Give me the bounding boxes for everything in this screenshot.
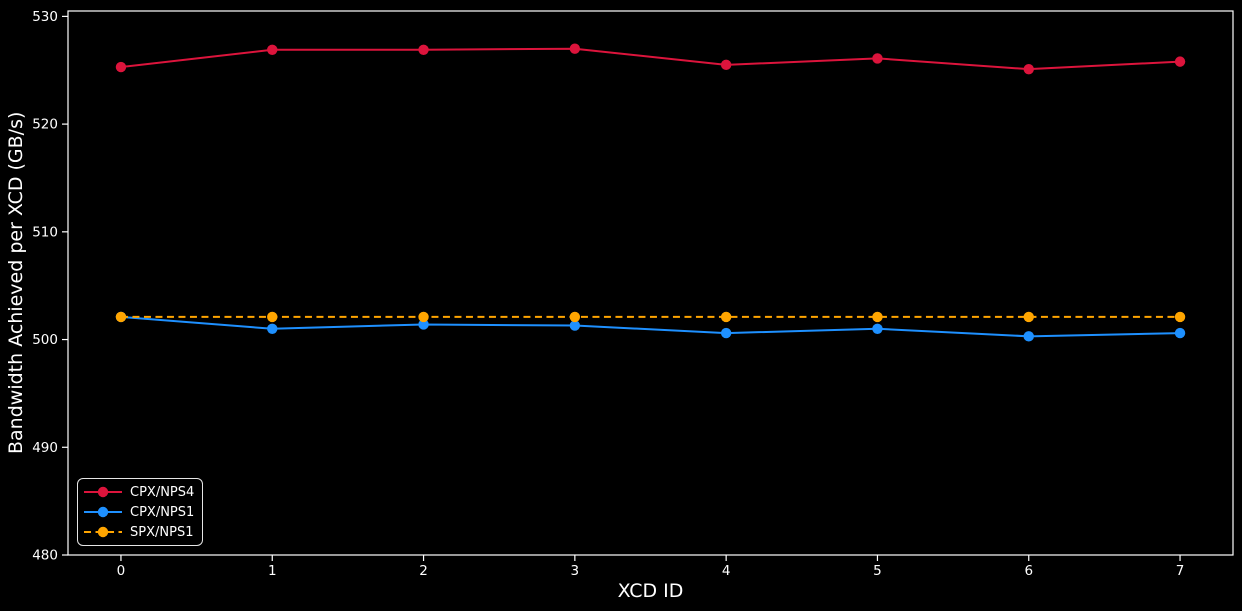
series-line-cpx-nps4 — [120, 47, 1181, 71]
legend-item: SPX/NPS1 — [82, 522, 196, 542]
data-point — [569, 320, 581, 331]
legend-item: CPX/NPS1 — [82, 502, 196, 522]
data-point — [418, 311, 429, 323]
x-tick-label: 4 — [722, 563, 731, 579]
legend-item-label: CPX/NPS4 — [130, 484, 195, 500]
y-tick-label: 480 — [32, 548, 58, 564]
data-point — [267, 311, 278, 323]
data-point — [720, 59, 732, 71]
x-tick-label: 1 — [268, 563, 277, 579]
legend-swatch — [84, 486, 122, 498]
legend-item: CPX/NPS4 — [82, 482, 196, 502]
plot-box — [67, 10, 1234, 556]
data-point — [115, 61, 127, 73]
legend: CPX/NPS4 CPX/NPS1 SPX/NPS1 — [77, 478, 203, 546]
x-tick-label: 3 — [571, 563, 580, 579]
y-tick-label: 520 — [32, 117, 58, 133]
data-point — [1023, 331, 1034, 342]
series-line-cpx-nps1 — [120, 315, 1181, 338]
legend-marker-icon — [97, 506, 109, 518]
x-tick-label: 6 — [1024, 563, 1033, 579]
data-point — [872, 311, 883, 323]
data-point — [1023, 311, 1034, 323]
data-point — [872, 323, 883, 334]
legend-item-label: CPX/NPS1 — [130, 504, 195, 520]
data-point — [267, 323, 278, 334]
data-point — [1174, 327, 1186, 339]
x-tick-label: 5 — [873, 563, 882, 579]
data-point — [1174, 56, 1186, 67]
y-tick-label: 500 — [32, 332, 58, 348]
data-point — [115, 311, 127, 323]
data-point — [1023, 63, 1034, 75]
x-tick-label: 2 — [419, 563, 428, 579]
data-point — [720, 327, 732, 339]
data-point — [872, 53, 883, 64]
x-tick-label: 7 — [1176, 563, 1185, 579]
data-point — [1174, 311, 1186, 323]
y-tick-label: 510 — [32, 224, 58, 240]
y-tick-label: 490 — [32, 440, 58, 456]
data-point — [418, 44, 429, 55]
data-point — [720, 311, 732, 323]
data-point — [569, 311, 581, 323]
legend-item-label: SPX/NPS1 — [130, 524, 194, 540]
legend-swatch — [84, 506, 122, 518]
legend-marker-icon — [97, 526, 109, 538]
legend-marker-icon — [97, 486, 109, 498]
data-point — [267, 44, 278, 55]
x-axis-label: XCD ID — [617, 580, 684, 602]
data-point — [418, 319, 429, 330]
legend-swatch — [84, 526, 122, 538]
x-tick-label: 0 — [117, 563, 126, 579]
data-point — [569, 43, 581, 54]
y-tick-label: 530 — [32, 9, 58, 25]
